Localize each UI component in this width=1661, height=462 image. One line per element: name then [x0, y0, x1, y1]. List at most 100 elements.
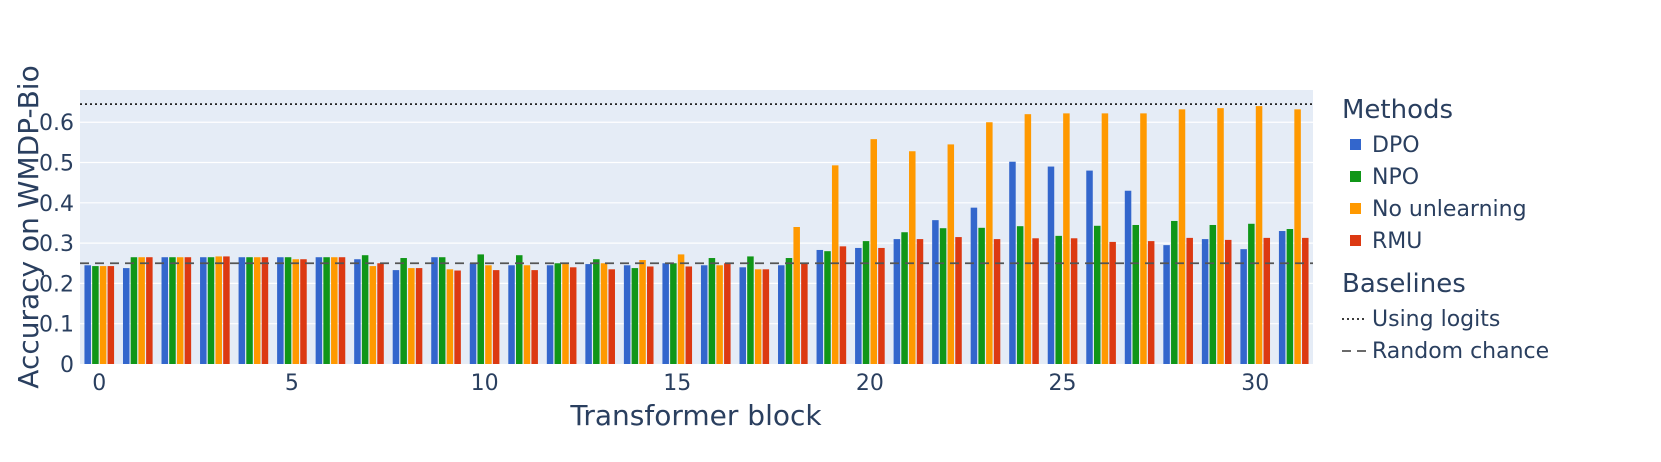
bar-rmu — [762, 269, 770, 364]
bar-dpo — [469, 263, 477, 364]
y-axis-title: Accuracy on WMDP-Bio — [12, 65, 45, 388]
bar-dpo — [623, 265, 631, 364]
bar-no-unlearning — [215, 256, 222, 364]
bar-rmu — [1070, 238, 1078, 364]
bar-dpo — [1124, 190, 1132, 364]
bar-no-unlearning — [292, 259, 300, 364]
y-tick-labels: 0 0.1 0.2 0.3 0.4 0.5 0.6 — [39, 111, 74, 378]
bar-no-unlearning — [1063, 113, 1070, 364]
bar-rmu — [878, 247, 885, 364]
bar-rmu — [724, 263, 731, 364]
bar-dpo — [84, 265, 91, 364]
x-tick-label: 30 — [1241, 371, 1269, 396]
bar-dpo — [700, 265, 708, 364]
bar-rmu — [338, 257, 346, 364]
bar-no-unlearning — [947, 144, 955, 364]
bar-no-unlearning — [677, 254, 685, 364]
y-tick-label: 0.5 — [39, 152, 74, 177]
bar-npo — [207, 257, 215, 364]
bar-rmu — [647, 266, 654, 364]
y-tick-label: 0.1 — [39, 313, 74, 338]
bar-rmu — [1186, 237, 1193, 364]
bar-no-unlearning — [331, 257, 338, 364]
bar-rmu — [1147, 241, 1155, 364]
bar-npo — [1093, 225, 1101, 364]
bar-dpo — [1163, 245, 1170, 364]
bar-dpo — [238, 257, 246, 364]
bar-npo — [169, 257, 176, 364]
bar-no-unlearning — [138, 257, 145, 364]
bar-dpo — [315, 257, 323, 364]
bar-dpo — [855, 247, 862, 364]
legend-swatch-dpo — [1350, 139, 1361, 150]
bar-dpo — [122, 268, 130, 364]
bar-dpo — [508, 265, 515, 364]
bar-rmu — [184, 257, 192, 364]
bar-dpo — [1086, 170, 1093, 364]
bar-npo — [400, 258, 407, 364]
y-tick-label: 0.2 — [39, 272, 74, 297]
bar-npo — [516, 255, 523, 364]
bar-npo — [1286, 229, 1294, 364]
bar-no-unlearning — [716, 265, 723, 364]
bar-no-unlearning — [1294, 109, 1301, 364]
bar-rmu — [300, 259, 307, 364]
bar-npo — [1016, 226, 1024, 364]
bar-dpo — [431, 257, 438, 364]
legend-swatch-rmu — [1350, 235, 1361, 246]
bar-no-unlearning — [754, 269, 762, 364]
bar-rmu — [223, 256, 230, 364]
bar-no-unlearning — [485, 265, 492, 364]
legend-label-using-logits: Using logits — [1372, 307, 1500, 332]
legend-swatch-no-unlearning — [1350, 203, 1361, 214]
bar-npo — [901, 232, 908, 364]
bar-no-unlearning — [1178, 109, 1186, 364]
bar-npo — [785, 258, 793, 364]
bar-rmu — [608, 269, 615, 364]
bar-dpo — [277, 257, 284, 364]
bar-rmu — [916, 239, 924, 364]
bar-npo — [323, 257, 330, 364]
bar-rmu — [1263, 237, 1271, 364]
bar-npo — [361, 255, 369, 364]
bar-dpo — [161, 257, 169, 364]
bar-npo — [1055, 235, 1062, 364]
bar-dpo — [585, 264, 592, 364]
bar-rmu — [261, 257, 269, 364]
bar-rmu — [107, 266, 115, 364]
bar-npo — [824, 251, 831, 364]
bar-dpo — [816, 249, 824, 364]
bar-npo — [978, 227, 985, 364]
y-tick-label: 0.3 — [39, 232, 74, 257]
bar-no-unlearning — [909, 151, 916, 364]
bar-rmu — [415, 268, 423, 364]
x-axis-title: Transformer block — [569, 399, 822, 432]
bar-no-unlearning — [1024, 114, 1032, 364]
bar-dpo — [200, 257, 207, 364]
bar-no-unlearning — [253, 257, 261, 364]
bar-npo — [554, 263, 562, 364]
bar-npo — [92, 266, 99, 364]
bar-rmu — [377, 263, 384, 364]
bar-npo — [631, 268, 639, 364]
bar-rmu — [492, 270, 500, 364]
bar-no-unlearning — [1217, 108, 1224, 364]
bar-dpo — [893, 239, 901, 364]
x-tick-label: 10 — [471, 371, 499, 396]
legend-label-dpo: DPO — [1372, 133, 1420, 158]
x-tick-label: 5 — [285, 371, 299, 396]
bar-no-unlearning — [369, 266, 377, 364]
bar-rmu — [685, 266, 693, 364]
bar-npo — [477, 254, 484, 364]
baseline-lines — [80, 103, 1313, 265]
bar-npo — [1171, 220, 1178, 364]
bar-no-unlearning — [639, 260, 646, 364]
bar-npo — [708, 258, 716, 364]
bar-rmu — [1032, 238, 1039, 364]
bar-no-unlearning — [562, 264, 569, 364]
x-tick-labels: 0 5 10 15 20 25 30 — [92, 371, 1269, 396]
bar-dpo — [932, 220, 939, 364]
bar-dpo — [970, 207, 978, 364]
bar-dpo — [1278, 231, 1286, 364]
